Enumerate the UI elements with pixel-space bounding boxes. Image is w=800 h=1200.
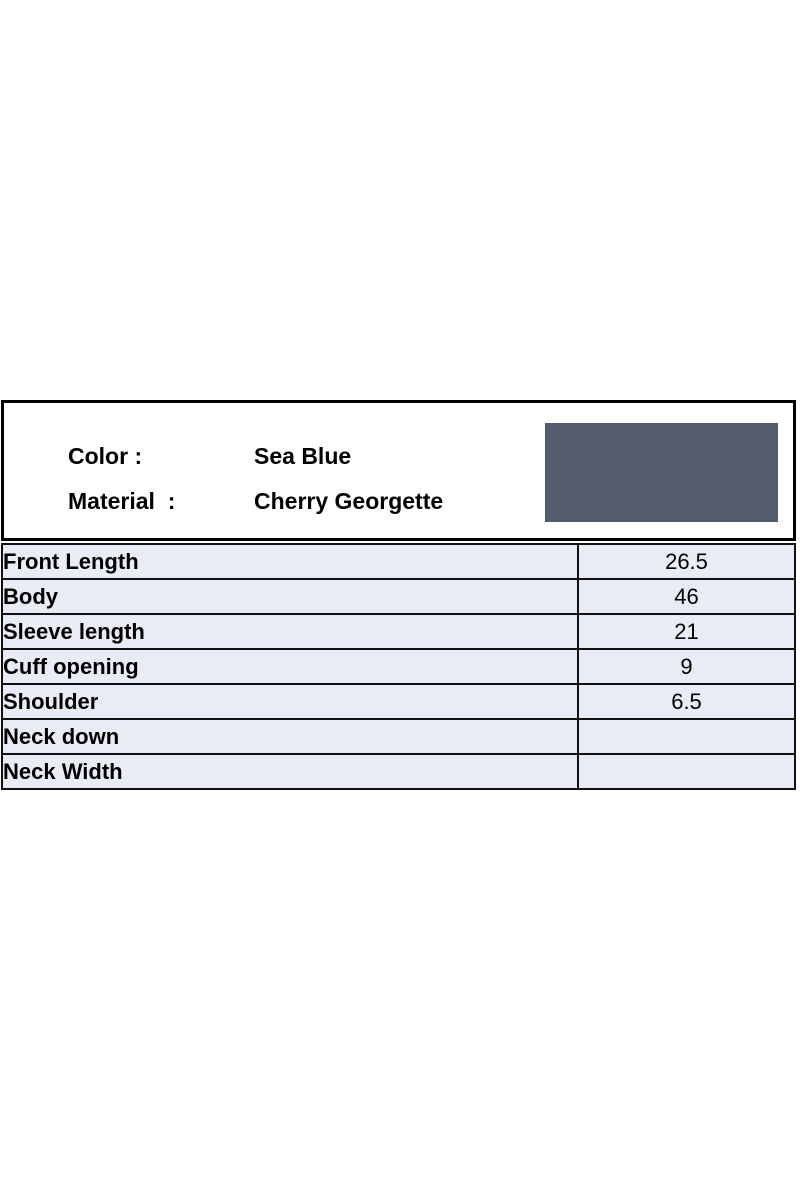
product-info-box: Color : Sea Blue Material : Cherry Georg…	[1, 400, 796, 541]
table-row: Cuff opening 9	[1, 648, 796, 685]
table-row: Neck down	[1, 718, 796, 755]
spec-sheet: Color : Sea Blue Material : Cherry Georg…	[1, 400, 796, 790]
measurements-table-body: Front Length 26.5 Body 46 Sleeve length 21 Cuf…	[1, 543, 796, 790]
color-label: Color :	[68, 443, 143, 469]
table-row: Body 46	[1, 578, 796, 615]
measurement-label: Front Length	[1, 543, 579, 580]
measurement-label: Neck Width	[1, 753, 579, 790]
material-value: Cherry Georgette	[254, 488, 444, 514]
table-row: Sleeve length 21	[1, 613, 796, 650]
color-row: Color : Sea Blue	[68, 434, 443, 479]
color-swatch	[545, 423, 778, 522]
material-row: Material : Cherry Georgette	[68, 479, 443, 524]
measurement-label: Cuff opening	[1, 648, 579, 685]
measurement-label: Shoulder	[1, 683, 579, 720]
table-row: Front Length 26.5	[1, 543, 796, 580]
color-value: Sea Blue	[254, 443, 352, 469]
measurement-value: 26.5	[577, 543, 796, 580]
measurements-table: Front Length 26.5 Body 46 Sleeve length 21 Cuf…	[1, 543, 796, 790]
measurement-value	[577, 753, 796, 790]
measurement-label: Neck down	[1, 718, 579, 755]
material-label: Material :	[68, 488, 176, 514]
product-info-grid: Color : Sea Blue Material : Cherry Georg…	[68, 434, 443, 524]
measurement-value: 6.5	[577, 683, 796, 720]
table-row: Neck Width	[1, 753, 796, 790]
table-row: Shoulder 6.5	[1, 683, 796, 720]
measurement-value: 46	[577, 578, 796, 615]
measurement-label: Sleeve length	[1, 613, 579, 650]
measurement-value: 9	[577, 648, 796, 685]
measurement-value	[577, 718, 796, 755]
measurement-label: Body	[1, 578, 579, 615]
measurement-value: 21	[577, 613, 796, 650]
